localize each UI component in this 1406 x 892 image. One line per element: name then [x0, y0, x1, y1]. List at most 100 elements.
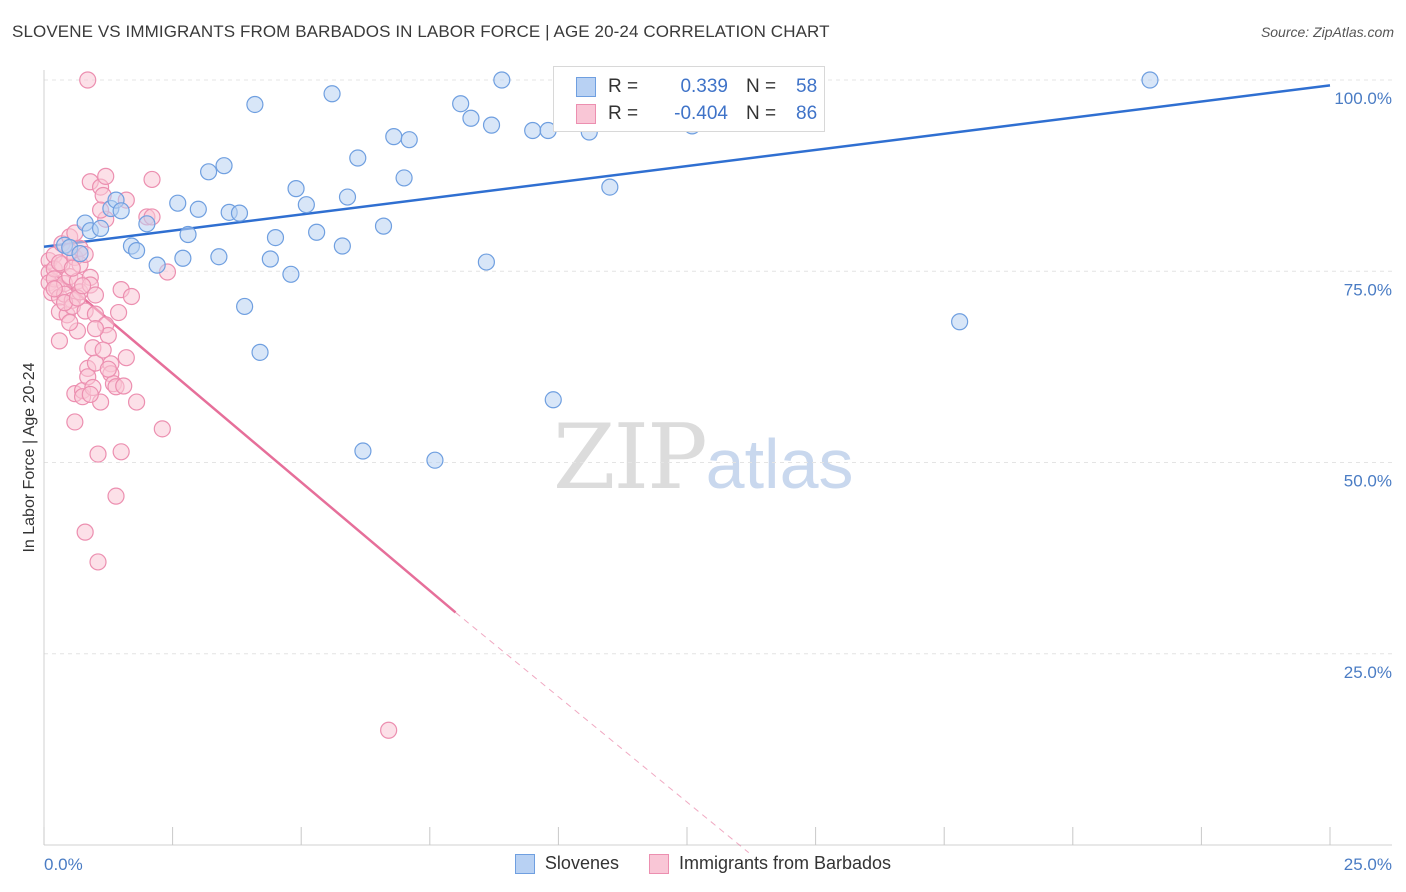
barbados-point	[79, 71, 97, 89]
slovene-point	[148, 256, 166, 274]
slovene-point	[282, 265, 300, 283]
slovene-point	[452, 95, 470, 113]
slovene-point	[374, 217, 393, 235]
slovene-point	[400, 131, 418, 149]
slovene-point	[308, 223, 326, 241]
slovene-point	[477, 253, 495, 271]
n-value: 86	[796, 103, 818, 124]
slovene-point	[215, 157, 233, 175]
barbados-point	[86, 320, 105, 338]
slovene-point	[138, 215, 156, 233]
trend-lines	[43, 84, 1331, 854]
r-value: 0.339	[680, 76, 728, 97]
y-tick-label: 100.0%	[1334, 89, 1392, 108]
barbados-point	[127, 393, 146, 411]
legend-row-barbados: R = -0.404 N = 86	[576, 100, 817, 128]
slovenes-swatch	[576, 77, 596, 97]
r-label: R =	[608, 103, 639, 124]
barbados-point	[94, 341, 112, 359]
barbados-trend-extension	[455, 612, 750, 854]
axis-labels: 25.0% 50.0% 75.0% 100.0% 0.0% 25.0% In Labor F…	[21, 89, 1392, 874]
legend-label: Slovenes	[544, 853, 619, 873]
slovene-point	[71, 245, 89, 263]
watermark-atlas: atlas	[705, 425, 854, 503]
y-tick-label: 25.0%	[1344, 663, 1392, 682]
barbados-point	[89, 553, 107, 571]
slovene-point	[426, 451, 444, 469]
barbados-point	[380, 721, 398, 739]
legend-item-barbados[interactable]: Immigrants from Barbados	[648, 853, 892, 874]
slovene-point	[601, 178, 619, 196]
slovene-point	[112, 202, 130, 220]
barbados-point	[143, 170, 161, 189]
slovene-point	[493, 71, 511, 89]
n-value: 58	[796, 76, 818, 97]
watermark: ZIPatlas	[553, 405, 854, 510]
slovene-point	[524, 121, 542, 140]
slovene-point	[246, 95, 264, 114]
barbados-point	[76, 523, 94, 541]
axes	[43, 70, 1392, 846]
slovene-point	[169, 194, 187, 212]
slovene-point	[1141, 71, 1159, 89]
chart-title: SLOVENE VS IMMIGRANTS FROM BARBADOS IN L…	[12, 22, 830, 41]
barbados-point	[97, 167, 115, 185]
legend-row-slovenes: R = 0.339 N = 58	[576, 73, 817, 101]
barbados-point	[81, 385, 99, 404]
barbados-point	[86, 286, 105, 304]
slovene-point	[323, 85, 341, 103]
y-tick-label: 75.0%	[1344, 280, 1392, 299]
barbados-point	[109, 303, 128, 322]
slovene-point	[354, 442, 372, 460]
barbados-point	[63, 259, 81, 277]
series-legend: Slovenes Immigrants from Barbados	[0, 853, 1406, 874]
slovene-point	[287, 180, 305, 198]
barbados-point	[122, 287, 141, 306]
x-tick-label: 0.0%	[44, 855, 83, 874]
slovene-point	[338, 188, 357, 206]
slovene-point	[189, 200, 207, 218]
barbados-swatch	[648, 853, 669, 874]
slovenes-swatch	[514, 853, 535, 874]
barbados-point	[115, 377, 133, 395]
legend-item-slovenes[interactable]: Slovenes	[514, 853, 619, 874]
slovene-point	[266, 228, 285, 247]
barbados-point	[107, 487, 125, 505]
legend-label: Immigrants from Barbados	[678, 853, 892, 873]
slovene-point	[544, 391, 562, 409]
y-axis-title: In Labor Force | Age 20-24	[21, 362, 38, 552]
slovene-point	[395, 169, 413, 187]
r-label: R =	[608, 76, 639, 97]
slovene-point	[236, 297, 254, 316]
r-value: -0.404	[674, 103, 728, 124]
barbados-point	[89, 445, 107, 463]
slovene-point	[349, 149, 367, 167]
slovene-point	[297, 196, 315, 214]
barbados-point	[66, 413, 84, 431]
slovenes-trend-line	[43, 84, 1331, 249]
grid-lines	[44, 79, 1392, 655]
slovene-point	[261, 250, 279, 268]
x-tick-label: 25.0%	[1344, 855, 1392, 874]
y-tick-label: 50.0%	[1344, 472, 1392, 491]
source-credit: Source: ZipAtlas.com	[1260, 24, 1394, 40]
slovene-point	[462, 109, 480, 127]
slovene-point	[230, 204, 249, 222]
n-label: N =	[746, 103, 777, 124]
slovene-point	[210, 248, 228, 266]
barbados-point	[153, 420, 171, 438]
barbados-point	[50, 332, 69, 350]
slovene-point	[174, 249, 192, 267]
barbados-point	[112, 443, 130, 461]
slovene-point	[385, 128, 403, 146]
n-label: N =	[746, 76, 777, 97]
stats-legend: R = 0.339 N = 58 R = -0.404 N = 86	[553, 66, 825, 132]
slovene-point	[179, 225, 197, 244]
watermark-zip: ZIP	[553, 405, 708, 510]
barbados-point	[117, 349, 135, 367]
slovene-point	[91, 219, 110, 238]
barbados-point	[73, 277, 92, 295]
slovene-point	[482, 116, 501, 134]
slovene-point	[333, 237, 351, 255]
